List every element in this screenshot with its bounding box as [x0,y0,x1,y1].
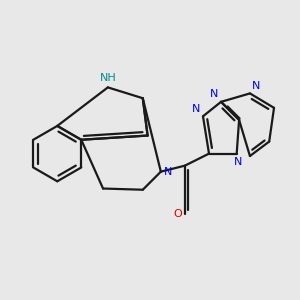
Text: NH: NH [100,73,116,83]
Text: N: N [164,167,172,177]
Text: N: N [252,81,260,91]
Text: N: N [210,89,218,99]
Text: N: N [192,104,200,114]
Text: O: O [173,209,182,219]
Text: N: N [233,157,242,166]
